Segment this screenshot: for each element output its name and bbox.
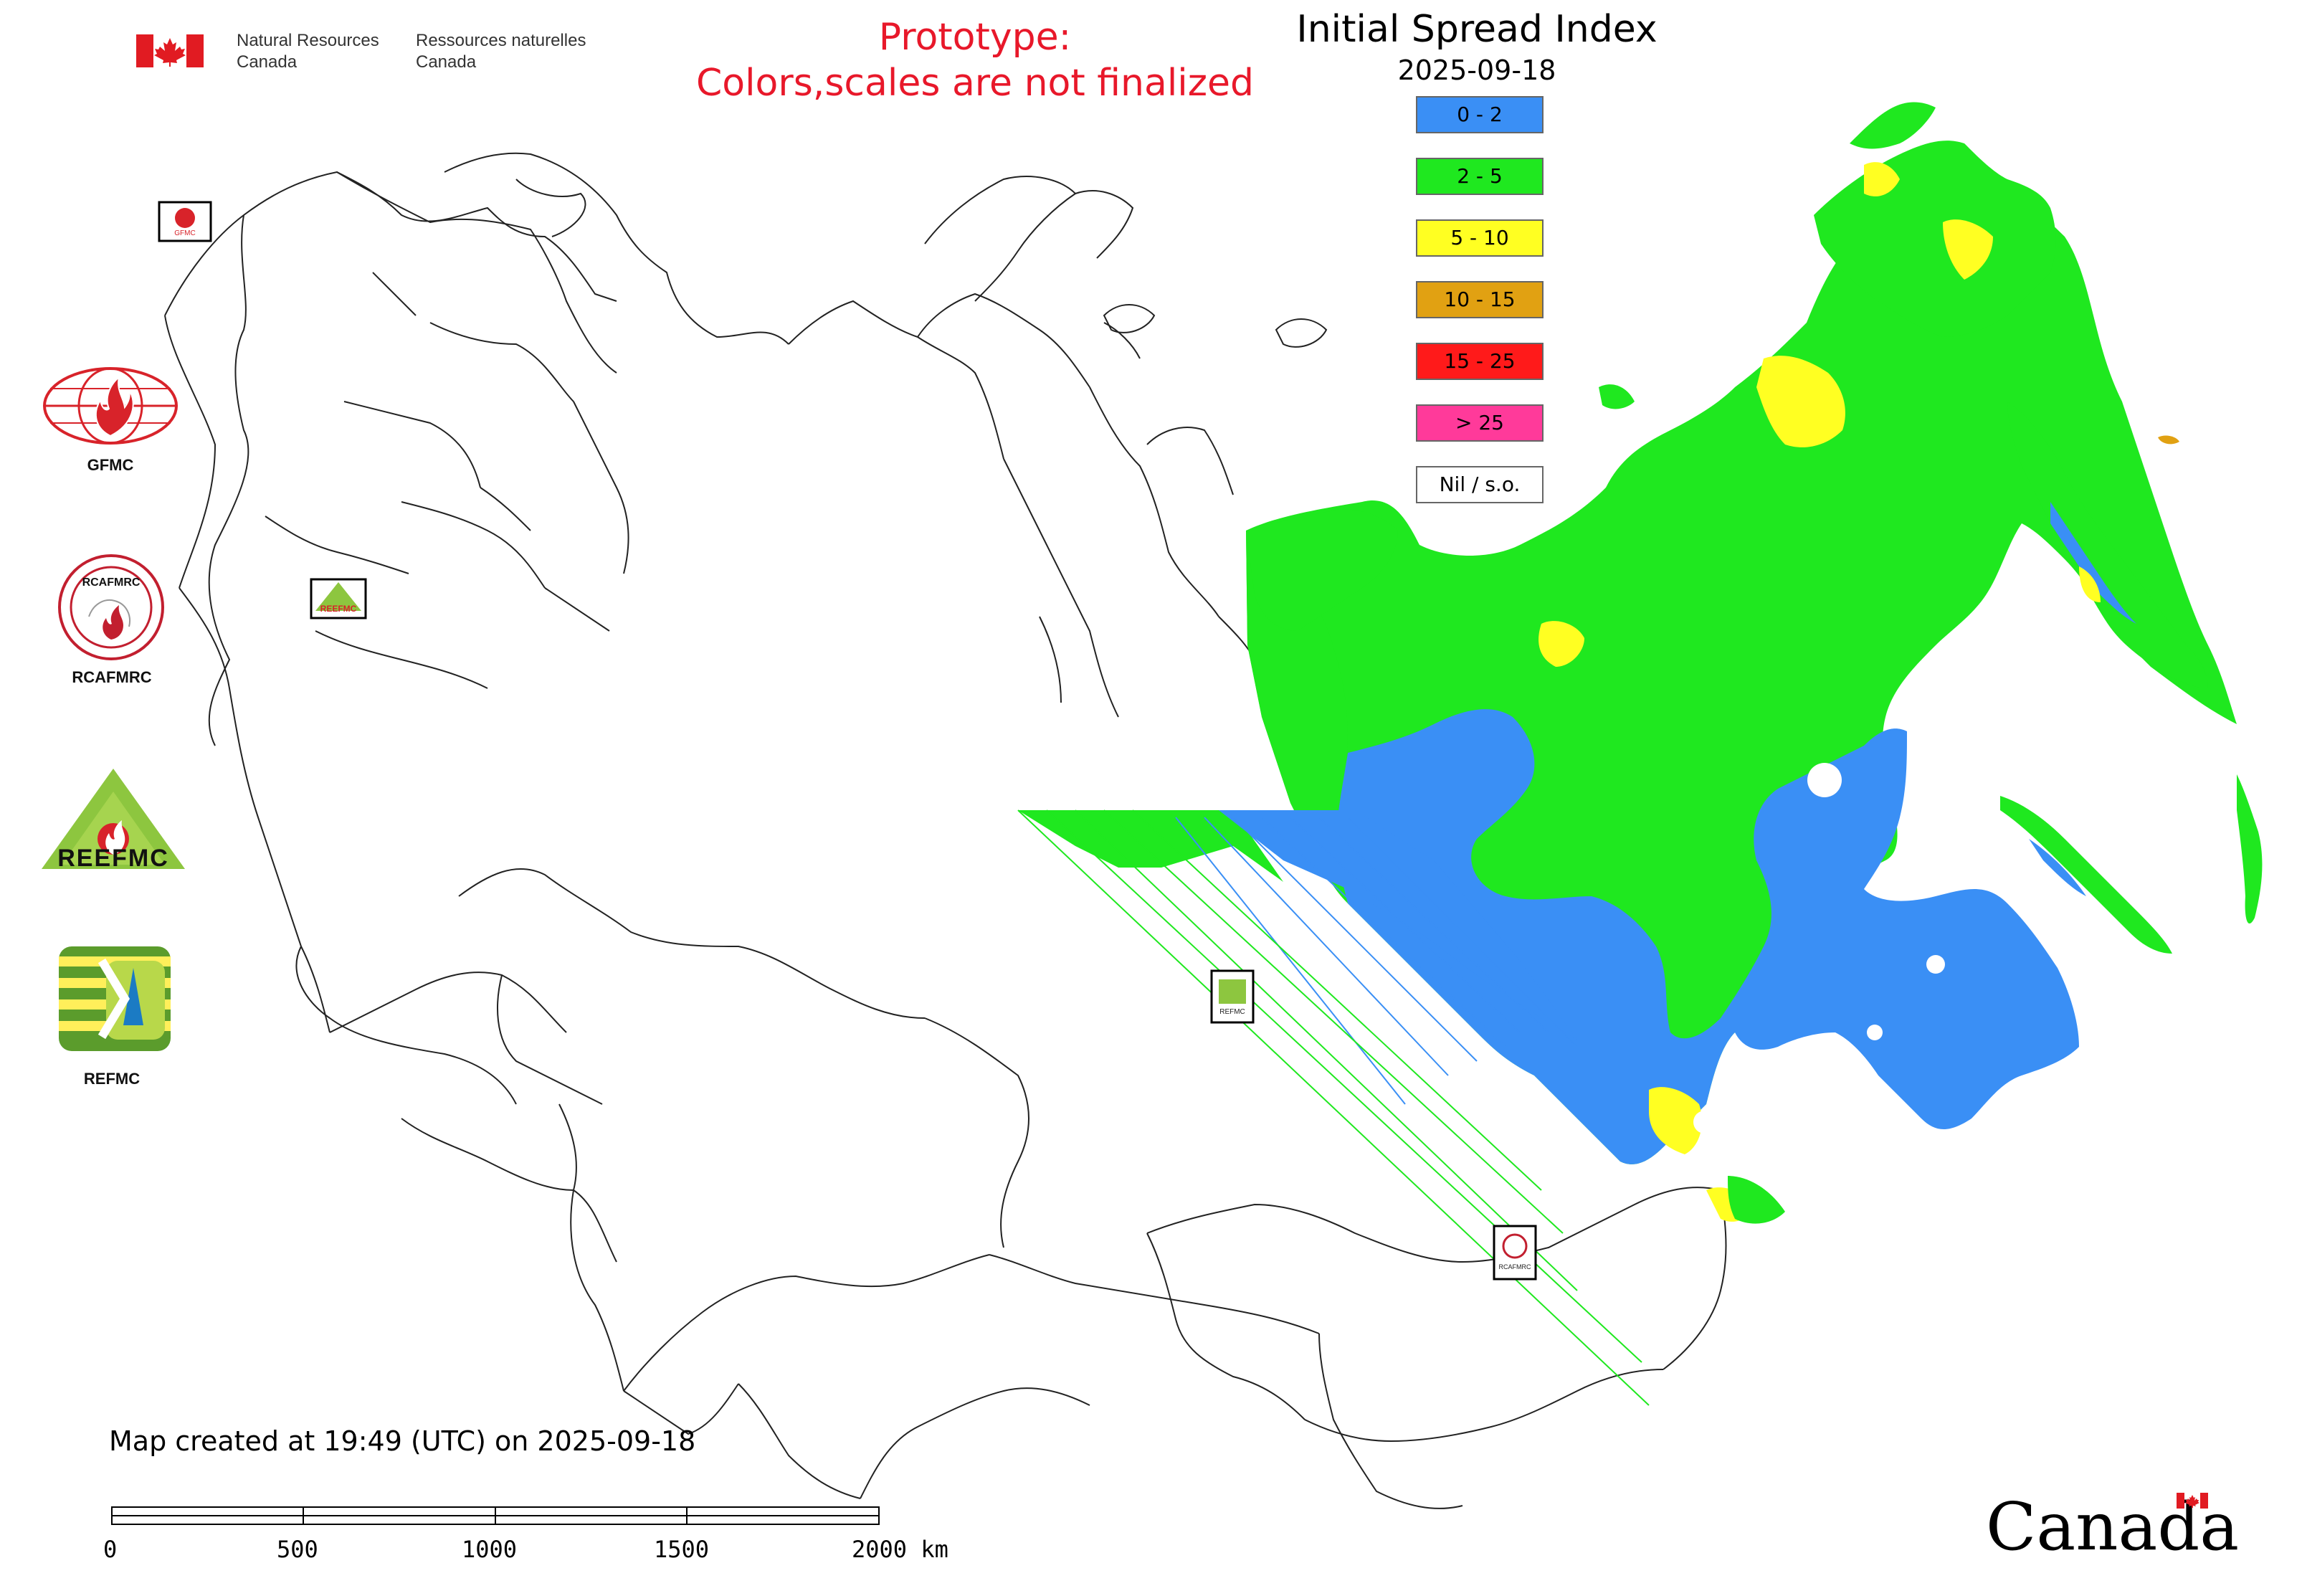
rcafmrc-logo-icon xyxy=(58,554,164,660)
scale-label-0: 0 xyxy=(103,1536,118,1563)
department-name-fr: Ressources naturelles Canada xyxy=(416,30,586,73)
canada-flag-icon xyxy=(136,34,204,67)
gfmc-logo-icon xyxy=(43,367,178,445)
marker-refmc-icon xyxy=(1219,979,1246,1004)
prototype-warning: Prototype: Colors,scales are not finaliz… xyxy=(609,14,1341,106)
department-name-en: Natural Resources Canada xyxy=(237,30,379,73)
map-created-timestamp: Map created at 19:49 (UTC) on 2025-09-18 xyxy=(109,1425,696,1457)
department-fr-line2: Canada xyxy=(416,52,477,72)
legend-item-2-5: 2 - 5 xyxy=(1416,158,1544,195)
prototype-warning-line1: Prototype: xyxy=(878,16,1072,59)
reefmc-logo-icon xyxy=(42,769,185,869)
map-date: 2025-09-18 xyxy=(1397,54,1556,86)
prototype-warning-line2: Colors,scales are not finalized xyxy=(695,62,1255,105)
refmc-logo-label: REFMC xyxy=(83,1070,141,1088)
scale-bar-graphic xyxy=(111,1506,880,1525)
legend-item-0-2: 0 - 2 xyxy=(1416,96,1544,133)
canada-wordmark-flag-icon xyxy=(2177,1493,2208,1509)
country-borders xyxy=(164,152,1727,1509)
legend-item-10-15: 10 - 15 xyxy=(1416,281,1544,318)
scale-label-2000km: 2000 km xyxy=(852,1536,948,1563)
marker-reefmc-label: REEFMC xyxy=(320,604,357,614)
refmc-logo-icon xyxy=(59,946,171,1051)
scale-label-1000: 1000 xyxy=(462,1536,518,1563)
department-en-line2: Canada xyxy=(237,52,298,72)
legend-item-5-10: 5 - 10 xyxy=(1416,219,1544,257)
reefmc-logo-label: REEFMC xyxy=(57,845,169,872)
marker-rcafmrc-label: RCAFMRC xyxy=(1498,1263,1531,1270)
department-fr-line1: Ressources naturelles xyxy=(416,31,586,50)
streak-lines-blue xyxy=(1175,817,1578,1105)
rcafmrc-ring-text: RCAFMRC xyxy=(82,576,141,589)
map-title-block: Initial Spread Index 2025-09-18 xyxy=(1262,6,1692,87)
marker-rcafmrc-icon xyxy=(1502,1233,1528,1259)
legend-item-15-25: 15 - 25 xyxy=(1416,343,1544,380)
canada-wordmark: Canada xyxy=(1986,1491,2239,1563)
marker-gfmc-icon xyxy=(175,208,195,228)
marker-reefmc-icon xyxy=(315,582,361,611)
marker-refmc-label: REFMC xyxy=(1219,1008,1245,1016)
rcafmrc-logo-label: RCAFMRC xyxy=(72,668,152,686)
scale-bar: 0 500 1000 1500 2000 km xyxy=(100,1498,975,1577)
streak-lines-green xyxy=(1017,809,1650,1406)
legend-item-nil: Nil / s.o. xyxy=(1416,466,1544,503)
department-en-line1: Natural Resources xyxy=(237,31,379,50)
gc-signature: Natural Resources Canada Ressources natu… xyxy=(136,30,595,80)
map-title: Initial Spread Index xyxy=(1296,8,1657,51)
isi-raster xyxy=(1017,102,2263,1406)
scale-label-1500: 1500 xyxy=(654,1536,710,1563)
scale-label-500: 500 xyxy=(277,1536,318,1563)
marker-gfmc-label: GFMC xyxy=(174,229,196,237)
gfmc-logo-label: GFMC xyxy=(87,456,134,474)
legend-item-over-25: > 25 xyxy=(1416,404,1544,442)
map-markers xyxy=(158,201,1537,1281)
